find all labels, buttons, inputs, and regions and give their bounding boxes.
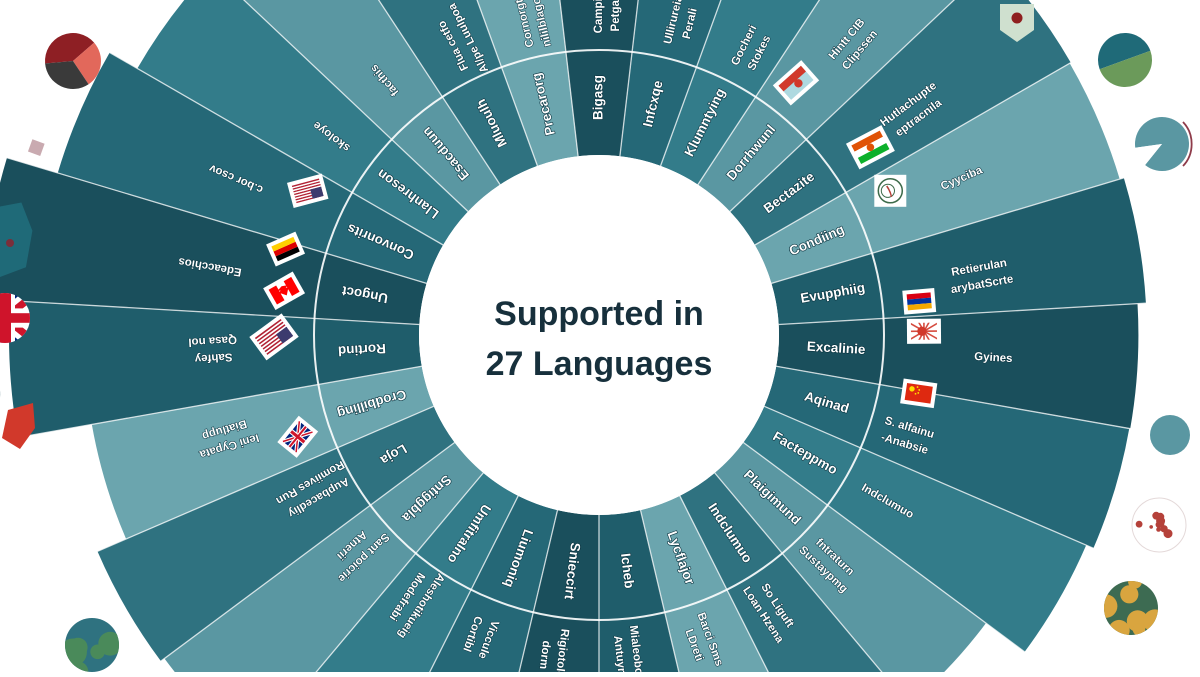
svg-text:Sahfey: Sahfey (194, 350, 233, 364)
svg-text:Rortind: Rortind (338, 341, 387, 359)
svg-text:Gyines: Gyines (974, 351, 1013, 365)
svg-text:27 Languages: 27 Languages (486, 345, 713, 383)
svg-text:Campily: Campily (593, 0, 605, 33)
svg-text:Petgals: Petgals (610, 0, 622, 31)
svg-text:Supported in: Supported in (494, 295, 704, 333)
svg-text:Bigasg: Bigasg (591, 75, 606, 120)
